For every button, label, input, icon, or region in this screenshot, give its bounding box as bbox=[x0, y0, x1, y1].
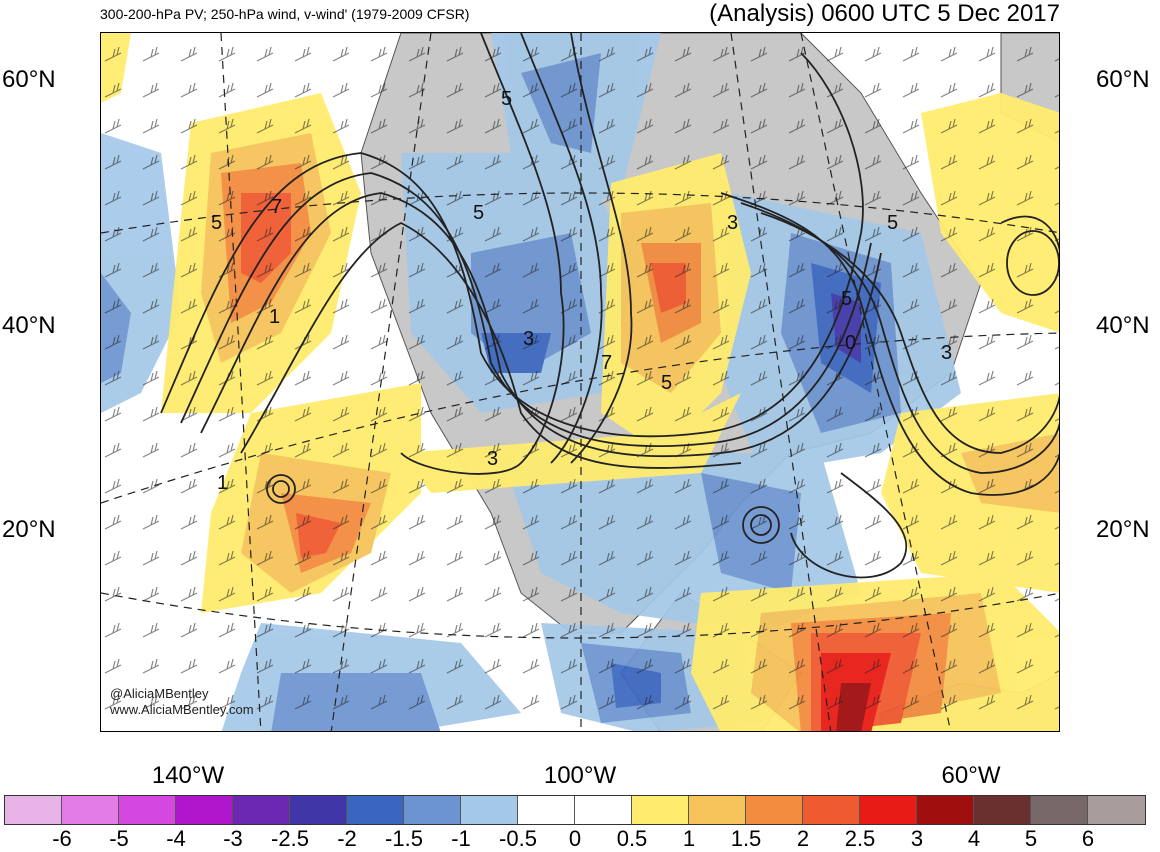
colorbar-label: 4 bbox=[967, 826, 981, 851]
lat-label-20n-right: 20°N bbox=[1096, 516, 1150, 543]
lat-label-40n-right: 40°N bbox=[1096, 312, 1150, 339]
contour-label: 5 bbox=[841, 288, 852, 310]
contour-label: 3 bbox=[727, 212, 738, 234]
colorbar-label: 1 bbox=[682, 826, 696, 851]
lon-label-60w: 60°W bbox=[941, 762, 1001, 789]
colorbar-label: 3 bbox=[910, 826, 924, 851]
colorbar-label: 0 bbox=[568, 826, 582, 851]
colorbar-swatch bbox=[917, 796, 974, 824]
contour-label: 0 bbox=[845, 332, 856, 354]
colorbar-swatch bbox=[518, 796, 575, 824]
colorbar-label: 2 bbox=[796, 826, 810, 851]
colorbar-swatch bbox=[746, 796, 803, 824]
colorbar-swatch bbox=[575, 796, 632, 824]
lon-label-100w: 100°W bbox=[543, 762, 617, 789]
colorbar-swatch bbox=[404, 796, 461, 824]
contour-label: 7 bbox=[271, 196, 282, 218]
colorbar-label: 1.5 bbox=[730, 826, 762, 851]
colorbar-label: 6 bbox=[1081, 826, 1095, 851]
lon-label-140w: 140°W bbox=[151, 762, 225, 789]
map-panel: 5 7 5 5 3 3 1 1 5 0 3 3 5 7 5 bbox=[100, 32, 1060, 732]
colorbar-swatch bbox=[233, 796, 290, 824]
colorbar-swatch bbox=[632, 796, 689, 824]
contour-label: 5 bbox=[887, 212, 898, 234]
colorbar-label: -1.5 bbox=[385, 826, 423, 851]
colorbar-label: -4 bbox=[166, 826, 186, 851]
colorbar-label: -2.5 bbox=[271, 826, 309, 851]
colorbar-swatch bbox=[974, 796, 1031, 824]
lat-label-60n-left: 60°N bbox=[2, 66, 56, 93]
colorbar-swatch bbox=[62, 796, 119, 824]
contour-label: 3 bbox=[941, 342, 952, 364]
colorbar-label: -1 bbox=[451, 826, 471, 851]
contour-label: 7 bbox=[601, 352, 612, 374]
colorbar-swatch bbox=[689, 796, 746, 824]
watermark: @AliciaMBentley www.AliciaMBentley.com bbox=[110, 686, 254, 718]
contour-label: 3 bbox=[523, 328, 534, 350]
colorbar-swatch bbox=[176, 796, 233, 824]
contour-label: 3 bbox=[487, 448, 498, 470]
colorbar-label: 5 bbox=[1024, 826, 1038, 851]
colorbar-swatch bbox=[290, 796, 347, 824]
graticule bbox=[101, 33, 1059, 731]
colorbar-swatch bbox=[1031, 796, 1088, 824]
lat-label-40n-left: 40°N bbox=[2, 312, 56, 339]
colorbar-swatch bbox=[860, 796, 917, 824]
colorbar-swatch bbox=[1088, 796, 1145, 824]
colorbar-label: -5 bbox=[109, 826, 129, 851]
colorbar-label: -2 bbox=[337, 826, 357, 851]
contour-label: 1 bbox=[269, 306, 280, 328]
lat-label-60n-right: 60°N bbox=[1096, 66, 1150, 93]
contour-label: 5 bbox=[211, 212, 222, 234]
watermark-url: www.AliciaMBentley.com bbox=[110, 702, 254, 717]
watermark-handle: @AliciaMBentley bbox=[110, 686, 209, 701]
map-subtitle: 300-200-hPa PV; 250-hPa wind, v-wind' (1… bbox=[100, 6, 470, 22]
colorbar-label: 2.5 bbox=[844, 826, 876, 851]
lat-label-20n-left: 20°N bbox=[2, 516, 56, 543]
contour-label: 1 bbox=[217, 472, 228, 494]
colorbar-swatch bbox=[803, 796, 860, 824]
contour-label: 5 bbox=[501, 88, 512, 110]
pv-colorbar bbox=[4, 795, 1146, 825]
contour-label: 5 bbox=[661, 372, 672, 394]
contour-label: 5 bbox=[473, 202, 484, 224]
colorbar-swatch bbox=[347, 796, 404, 824]
colorbar-label: -0.5 bbox=[499, 826, 537, 851]
colorbar-swatch bbox=[461, 796, 518, 824]
anomaly-contours bbox=[160, 33, 1059, 579]
map-title: (Analysis) 0600 UTC 5 Dec 2017 bbox=[709, 0, 1060, 27]
colorbar-label: 0.5 bbox=[616, 826, 648, 851]
map-canvas: 5 7 5 5 3 3 1 1 5 0 3 3 5 7 5 bbox=[101, 33, 1059, 731]
colorbar-label: -6 bbox=[52, 826, 72, 851]
colorbar-swatch bbox=[119, 796, 176, 824]
colorbar-swatch bbox=[5, 796, 62, 824]
colorbar-label: -3 bbox=[223, 826, 243, 851]
contour-labels: 5 7 5 5 3 3 1 1 5 0 3 3 5 7 5 bbox=[211, 88, 952, 494]
